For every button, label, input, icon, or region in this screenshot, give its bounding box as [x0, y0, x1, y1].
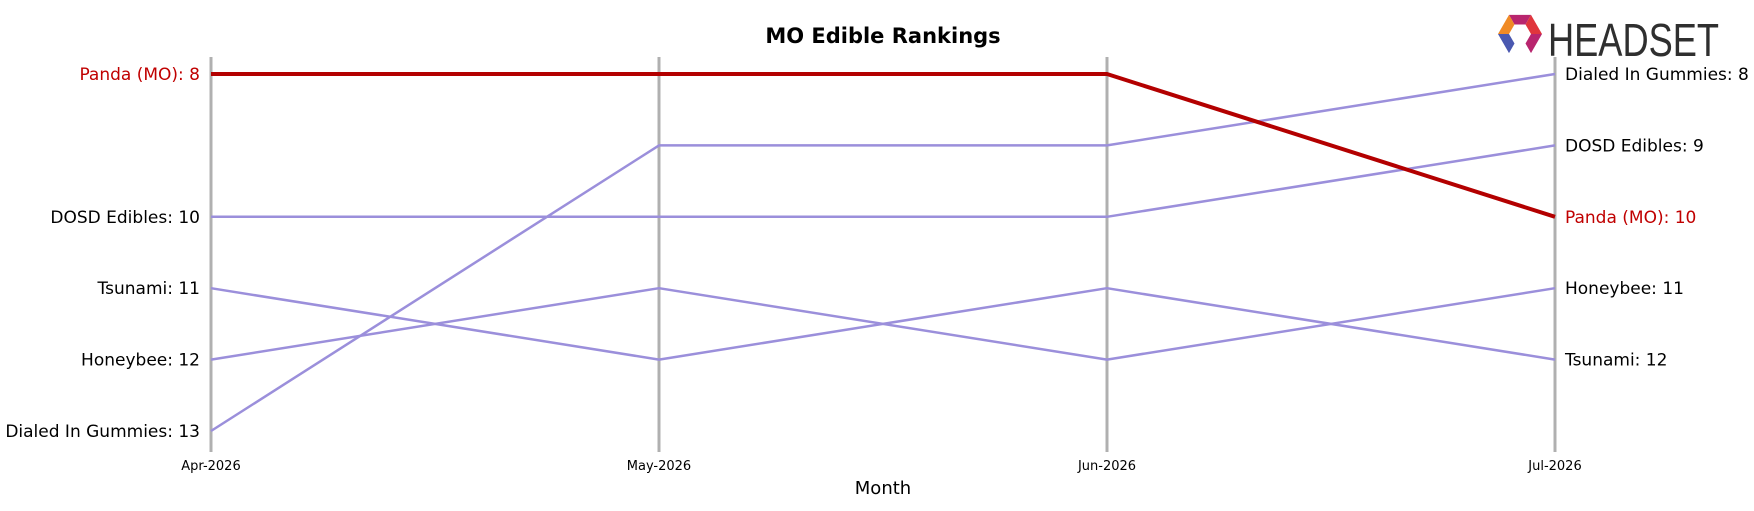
logo-segment [1498, 34, 1515, 54]
logo-segment [1525, 34, 1542, 54]
month-gridlines [209, 57, 1557, 452]
x-tick-label: May-2026 [627, 459, 691, 474]
x-tick-labels: Apr-2026 May-2026 Jun-2026 Jul-2026 [181, 459, 1581, 474]
logo-segment [1525, 14, 1542, 34]
start-rank-label: Dialed In Gummies: 13 [5, 422, 200, 442]
series-line [210, 286, 1556, 361]
start-rank-label: Tsunami: 11 [97, 279, 200, 299]
headset-logo: HEADSET [1498, 14, 1719, 66]
end-rank-label: Tsunami: 12 [1564, 351, 1667, 371]
headset-logo-mark [1498, 14, 1542, 54]
chart-title: MO Edible Rankings [765, 24, 1000, 48]
end-rank-label: DOSD Edibles: 9 [1565, 136, 1704, 156]
x-tick-label: Jun-2026 [1077, 459, 1136, 474]
logo-segment [1498, 14, 1515, 34]
x-tick-label: Jul-2026 [1527, 459, 1581, 474]
headset-logo-text: HEADSET [1548, 14, 1719, 66]
series-labels: Panda (MO): 8 Panda (MO): 10 DOSD Edibles:… [5, 65, 1749, 442]
end-rank-label: Honeybee: 11 [1565, 279, 1684, 299]
start-rank-label: Panda (MO): 8 [79, 65, 200, 85]
start-rank-label: DOSD Edibles: 10 [50, 208, 200, 228]
series-line [211, 72, 1556, 219]
end-rank-label: Dialed In Gummies: 8 [1565, 65, 1749, 85]
x-axis-label: Month [855, 478, 911, 499]
series-line [210, 72, 1556, 433]
start-rank-label: Honeybee: 12 [81, 351, 200, 371]
x-tick-label: Apr-2026 [181, 459, 240, 474]
series-lines [210, 72, 1556, 433]
end-rank-label: Panda (MO): 10 [1565, 208, 1696, 228]
series-line [211, 144, 1556, 219]
logo-segment [1509, 14, 1531, 25]
